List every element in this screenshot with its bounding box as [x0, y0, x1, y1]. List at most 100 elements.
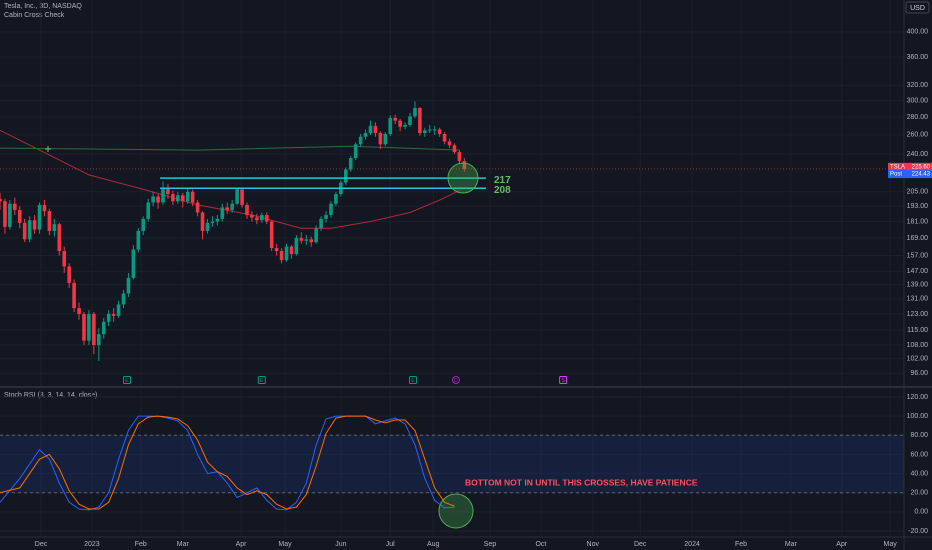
candle-body [210, 221, 215, 223]
candle-body [106, 313, 111, 322]
highlight-circle [438, 493, 474, 529]
y-tick-label: 139.00 [907, 282, 929, 289]
candle-body [289, 246, 294, 255]
candle-body [131, 249, 136, 278]
y-tick-label: 193.00 [907, 203, 929, 210]
event-label: E [260, 378, 264, 384]
candle-body [62, 251, 67, 267]
candle-body [225, 207, 230, 210]
candle-body [432, 129, 437, 131]
moving-average [0, 129, 460, 229]
annotation: BOTTOM NOT IN UNTIL THIS CROSSES, HAVE P… [465, 477, 698, 487]
x-tick-label: Sep [484, 541, 497, 548]
candle-body [260, 215, 264, 221]
candle-body [334, 194, 338, 204]
candle-body [240, 189, 244, 205]
candle-body [37, 204, 42, 230]
candle-body [255, 217, 259, 221]
y-tick-label: 80.00 [910, 432, 928, 439]
candle-body [269, 221, 274, 249]
candle-body [42, 204, 47, 212]
candle-body [329, 203, 333, 216]
candle-body [8, 203, 12, 227]
candle-body [250, 215, 254, 218]
cross-marker [45, 146, 51, 152]
candle-body [92, 313, 96, 346]
candle-body [319, 218, 323, 229]
candle-body [423, 130, 427, 134]
candle-body [299, 237, 304, 241]
x-tick-label: Jun [335, 541, 346, 548]
x-tick-label: Aug [427, 541, 440, 548]
candle-body [121, 293, 126, 305]
moving-average [0, 145, 460, 151]
chart-title: Tesla, Inc., 3D, NASDAQ [4, 3, 82, 10]
candle-body [442, 133, 447, 142]
candle-body [32, 220, 37, 230]
candle-body [437, 129, 442, 134]
y-tick-label: 300.00 [907, 98, 929, 105]
candle-body [67, 266, 71, 283]
event-label: S [561, 378, 565, 384]
candle-body [457, 152, 462, 162]
event-label: D [454, 378, 458, 384]
y-tick-label: 60.00 [910, 451, 928, 458]
x-tick-label: 2024 [684, 541, 700, 548]
candle-body [116, 304, 121, 316]
y-tick-label: 0.00 [914, 509, 928, 516]
x-tick-label: Nov [587, 541, 600, 548]
y-tick-label: 205.00 [907, 189, 929, 196]
y-tick-label: 120.00 [907, 394, 929, 401]
candle-body [17, 209, 22, 223]
candle-body [353, 144, 358, 159]
candle-body [0, 198, 2, 202]
candle-body [264, 215, 269, 222]
candle-body [57, 224, 62, 252]
candle-body [309, 239, 314, 243]
y-tick-label: 40.00 [910, 470, 928, 477]
candle-body [87, 313, 91, 341]
candle-body [72, 282, 76, 309]
candle-body [413, 107, 417, 117]
y-tick-label: -20.00 [908, 528, 928, 535]
candle-body [141, 218, 146, 231]
candle-body [171, 194, 175, 202]
x-tick-label: May [278, 541, 292, 548]
candle-body [220, 207, 225, 219]
candle-body [215, 218, 220, 222]
candle-body [418, 107, 422, 134]
y-tick-label: 280.00 [907, 114, 929, 121]
candle-body [245, 204, 249, 216]
x-tick-label: 2023 [84, 541, 100, 548]
price-tag [888, 162, 932, 171]
indicator-title: Stoch RSI (3, 3, 14, 14, close) [4, 392, 97, 399]
candle-body [294, 237, 299, 255]
candle-body [314, 228, 318, 243]
candle-body [195, 202, 200, 213]
event-icon [451, 376, 460, 384]
candle-body [408, 116, 412, 125]
candle-body [452, 145, 457, 153]
candle-body [304, 239, 309, 241]
candle-body [82, 313, 86, 341]
price-tag [888, 170, 932, 179]
candle-body [13, 203, 17, 210]
candle-body [166, 188, 170, 195]
candle-body [373, 125, 378, 134]
candle-body [190, 191, 195, 203]
candle-body [447, 141, 452, 146]
candle-body [161, 188, 165, 203]
currency-button[interactable] [905, 1, 930, 14]
y-tick-label: 131.00 [907, 296, 929, 303]
candle-body [235, 189, 239, 204]
candle-body [403, 124, 407, 127]
level-label: 208 [494, 185, 511, 196]
y-tick-label: 157.00 [907, 252, 929, 259]
y-tick-label: 115.00 [907, 327, 928, 334]
y-tick-label: 100.00 [907, 413, 929, 420]
x-tick-label: Jul [386, 541, 395, 548]
candle-body [279, 251, 284, 261]
level-label: 217 [494, 175, 511, 186]
currency[interactable]: USD [910, 5, 925, 12]
candle-body [185, 191, 190, 202]
